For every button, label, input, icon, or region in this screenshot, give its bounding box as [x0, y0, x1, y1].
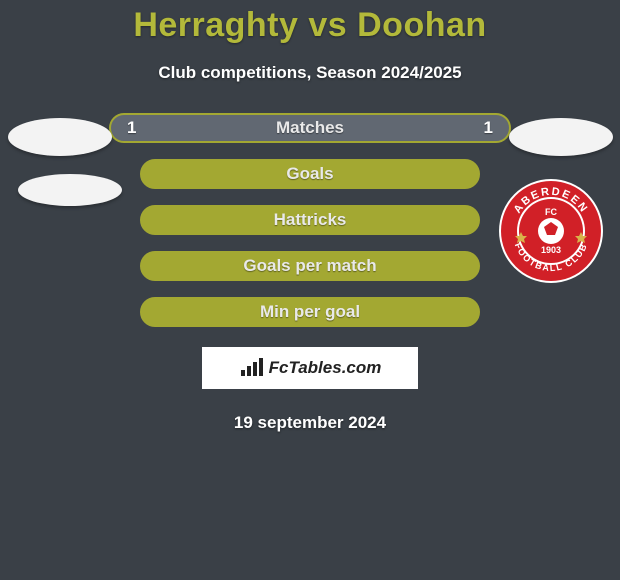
player1-badge-placeholder-2: [18, 174, 122, 206]
stat-value-left: 1: [127, 118, 136, 138]
stat-row: Hattricks: [140, 205, 480, 235]
club-badge-icon: ABERDEEN FC 1903 FOOTBALL CLUB: [498, 178, 604, 284]
badge-year: 1903: [541, 245, 561, 255]
stat-value-right: 1: [484, 118, 493, 138]
stat-row: Goals per match: [140, 251, 480, 281]
date: 19 september 2024: [0, 413, 620, 433]
page-title: Herraghty vs Doohan: [0, 6, 620, 45]
stat-row: Min per goal: [140, 297, 480, 327]
stat-label: Goals: [286, 164, 333, 184]
bars-icon: [239, 358, 265, 378]
player2-badge-placeholder: [509, 118, 613, 156]
stat-label: Min per goal: [260, 302, 360, 322]
attribution-box: FcTables.com: [202, 347, 418, 389]
stat-label: Goals per match: [243, 256, 376, 276]
player1-badge-placeholder: [8, 118, 112, 156]
attribution-text: FcTables.com: [269, 358, 382, 378]
badge-sub-text: FC: [545, 207, 557, 217]
stat-label: Matches: [276, 118, 344, 138]
stat-row: Goals: [140, 159, 480, 189]
stat-label: Hattricks: [274, 210, 347, 230]
subtitle: Club competitions, Season 2024/2025: [0, 63, 620, 83]
stat-row: 1 Matches 1: [109, 113, 511, 143]
